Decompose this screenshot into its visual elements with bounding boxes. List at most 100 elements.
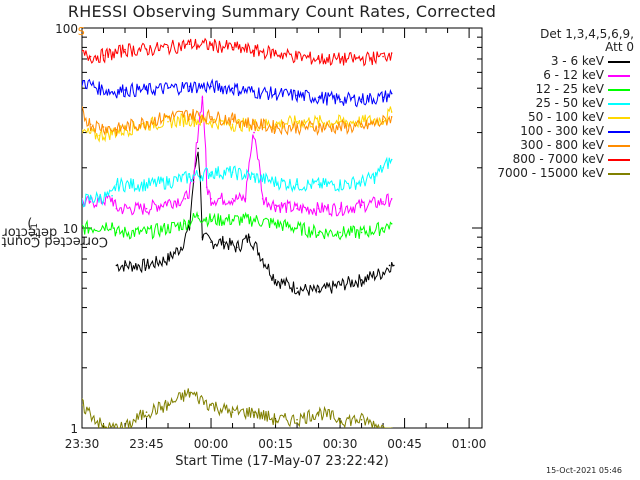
data-point <box>231 411 234 413</box>
data-point <box>317 58 320 60</box>
data-point <box>102 54 105 57</box>
data-point <box>102 126 105 128</box>
data-point <box>231 118 234 120</box>
data-point <box>197 147 199 150</box>
series-line-3 <box>82 156 393 208</box>
legend-entry-label: 300 - 800 keV <box>520 138 604 152</box>
legend-entry-swatch <box>608 61 630 63</box>
data-point <box>296 207 298 210</box>
data-point <box>188 43 191 45</box>
legend-entry: 6 - 12 keV <box>470 68 634 82</box>
data-point <box>390 197 393 200</box>
data-point <box>296 55 298 58</box>
data-point <box>317 411 320 413</box>
data-point <box>115 183 118 186</box>
data-point <box>64 427 66 429</box>
data-point <box>188 176 191 178</box>
x-axis-label: Start Time (17-May-07 23:22:42) <box>175 454 389 469</box>
data-point <box>201 96 204 99</box>
data-point <box>167 46 169 49</box>
series-line-8 <box>82 388 392 428</box>
legend-entry: 25 - 50 keV <box>470 96 634 110</box>
data-point <box>167 87 169 90</box>
data-point <box>231 218 234 221</box>
data-point <box>77 107 79 109</box>
data-point <box>145 264 148 267</box>
data-point <box>296 418 298 421</box>
data-point <box>360 126 363 128</box>
data-point <box>339 58 341 60</box>
data-point <box>89 55 92 58</box>
data-point <box>231 87 234 90</box>
data-point <box>390 92 393 95</box>
data-point <box>210 171 212 174</box>
data-point <box>210 85 212 88</box>
data-point <box>360 231 363 234</box>
legend-entry-label: 50 - 100 keV <box>527 110 604 124</box>
data-point <box>167 404 169 407</box>
legend-entry: 50 - 100 keV <box>470 110 634 124</box>
data-point <box>274 279 277 281</box>
data-point <box>82 404 83 407</box>
data-point <box>317 126 320 128</box>
data-point <box>274 123 277 126</box>
data-point <box>390 115 393 118</box>
data-point <box>296 287 298 290</box>
data-point <box>382 120 384 123</box>
y-tick-label: 100 <box>55 22 78 36</box>
data-point <box>231 123 234 126</box>
data-point <box>339 120 341 123</box>
data-point <box>115 231 118 234</box>
series-line-1 <box>82 95 393 218</box>
data-point <box>98 87 101 90</box>
legend-entry: 800 - 7000 keV <box>470 152 634 166</box>
legend-entry-swatch <box>608 89 630 91</box>
data-point <box>64 129 66 131</box>
data-point <box>253 176 255 178</box>
data-point <box>167 181 169 183</box>
data-point <box>145 120 148 123</box>
data-point <box>231 197 234 200</box>
data-point <box>231 171 234 174</box>
legend-entry-swatch <box>608 117 630 119</box>
data-point <box>184 197 187 200</box>
data-point <box>180 246 182 249</box>
data-point <box>89 201 92 203</box>
data-point <box>317 231 320 234</box>
legend-entry-swatch <box>608 145 630 147</box>
data-point <box>360 279 363 281</box>
data-point <box>111 222 113 225</box>
data-point <box>64 204 66 206</box>
data-point <box>317 290 320 293</box>
series-line-7 <box>82 37 393 67</box>
data-point <box>390 111 393 113</box>
data-point <box>188 391 191 394</box>
data-point <box>274 204 277 207</box>
x-tick-label: 00:30 <box>323 437 358 451</box>
data-point <box>274 126 277 128</box>
x-tick-label: 01:00 <box>452 437 487 451</box>
data-point <box>145 183 148 186</box>
x-tick-label: 23:30 <box>65 437 100 451</box>
data-point <box>64 79 66 81</box>
legend-entry-label: 12 - 25 keV <box>535 82 604 96</box>
legend-entry-swatch <box>608 173 630 175</box>
data-point <box>382 166 384 169</box>
data-point <box>223 241 225 243</box>
data-point <box>124 126 126 128</box>
data-point <box>210 241 212 243</box>
legend-entry-swatch <box>608 103 630 105</box>
data-point <box>82 80 83 83</box>
data-point <box>115 128 118 131</box>
data-point <box>167 227 169 229</box>
data-point <box>205 186 208 188</box>
data-point <box>145 89 148 91</box>
legend-entry-label: 6 - 12 keV <box>543 68 604 82</box>
legend-entry-swatch <box>608 75 630 77</box>
data-point <box>390 158 393 161</box>
data-point <box>89 123 92 126</box>
data-point <box>188 227 191 229</box>
data-point <box>390 52 393 54</box>
data-point <box>64 47 66 49</box>
